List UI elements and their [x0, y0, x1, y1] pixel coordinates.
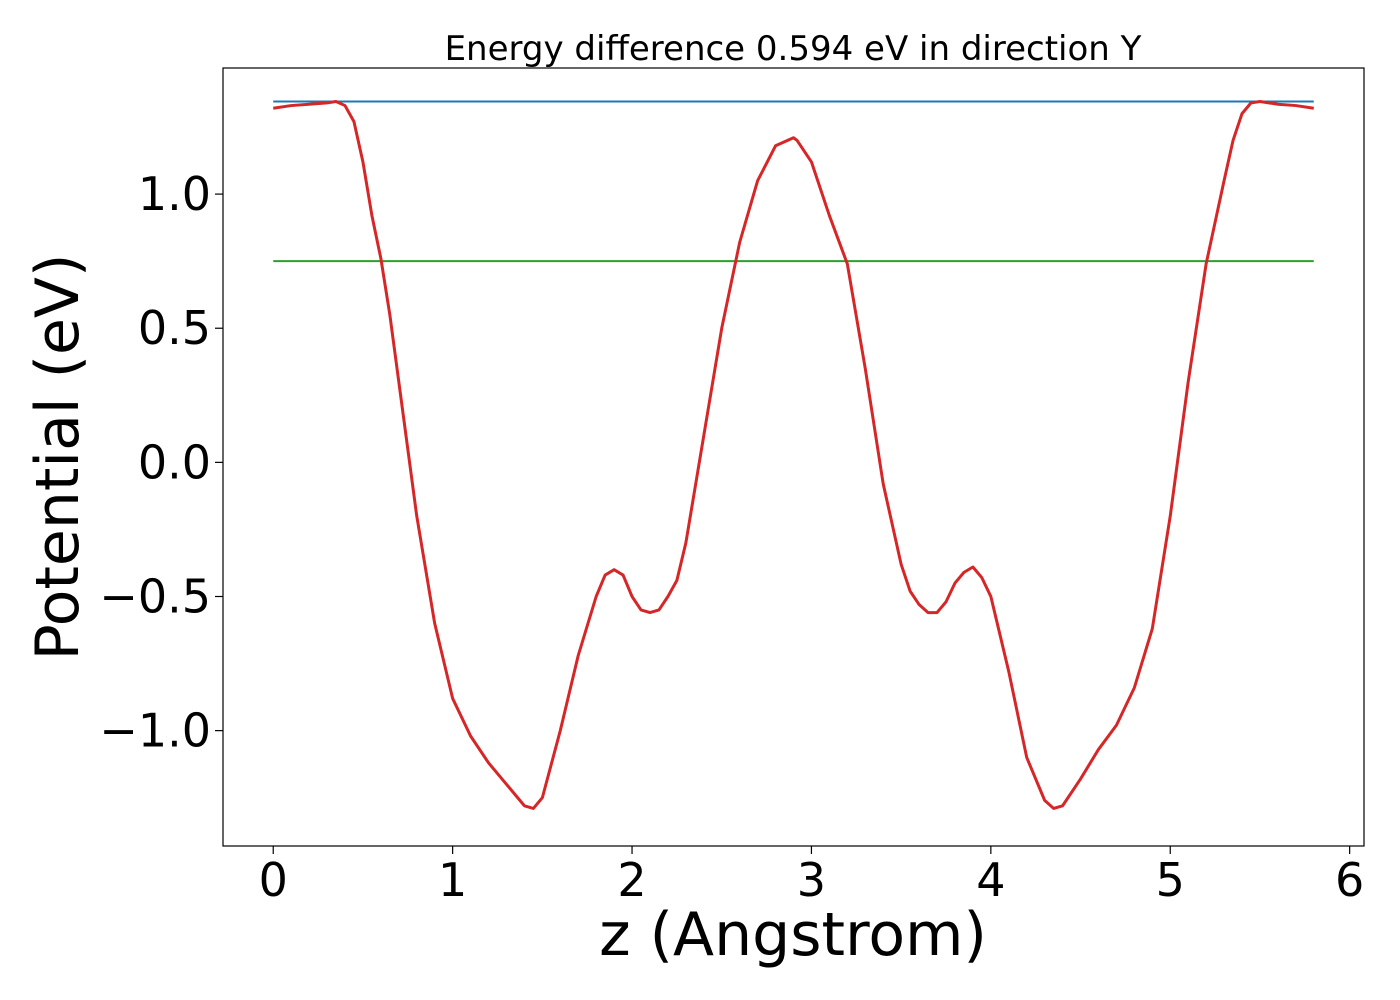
axes: 0 1 2 3 4 5 6 −1.0 −0.5 0.0 0.5 1.0 [99, 67, 1365, 907]
x-tick-label: 6 [1335, 853, 1364, 907]
y-tick-label: −0.5 [99, 570, 211, 624]
y-tick-label: 0.0 [138, 435, 211, 489]
y-tick-label: 1.0 [138, 167, 211, 221]
plot-frame [222, 67, 1365, 847]
y-axis-label: Potential (eV) [23, 254, 93, 661]
plot-area [273, 100, 1314, 810]
y-tick-label: 0.5 [138, 301, 211, 355]
x-tick-label: 4 [976, 853, 1005, 907]
chart-title: Energy difference 0.594 eV in direction … [445, 29, 1142, 69]
y-tick-label: −1.0 [99, 704, 211, 758]
potential-curve [273, 100, 1314, 810]
x-tick-label: 5 [1156, 853, 1185, 907]
x-axis-label: z (Angstrom) [599, 900, 987, 970]
x-tick-label: 1 [438, 853, 467, 907]
x-tick-label: 0 [259, 853, 288, 907]
x-tick-label: 2 [617, 853, 646, 907]
x-tick-label: 3 [797, 853, 826, 907]
